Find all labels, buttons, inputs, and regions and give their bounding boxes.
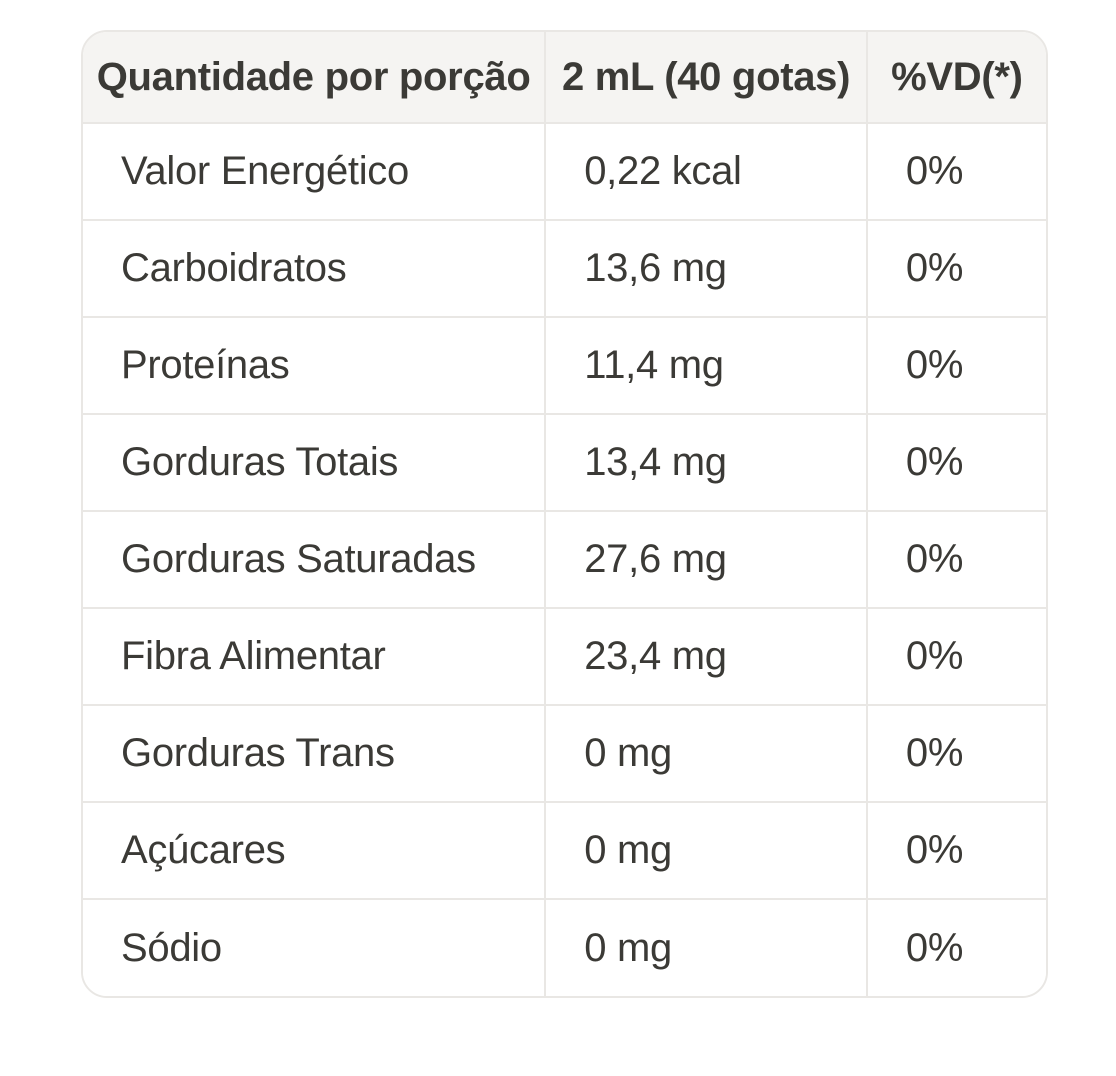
amount-cell: 0 mg — [545, 899, 868, 996]
table-row-proteinas: Proteínas 11,4 mg 0% — [83, 317, 1046, 415]
table-row-gorduras-totais: Gorduras Totais 13,4 mg 0% — [83, 414, 1046, 512]
header-row: Quantidade por porção 2 mL (40 gotas) %V… — [83, 32, 1046, 124]
nutrient-name-cell: Valor Energético — [83, 123, 547, 221]
column-header-porcao-2ml: 2 mL (40 gotas) — [545, 32, 868, 124]
table-row-acucares: Açúcares 0 mg 0% — [83, 802, 1046, 900]
nutrient-name-cell: Gorduras Totais — [83, 414, 547, 512]
table-row-valor-energetico: Valor Energético 0,22 kcal 0% — [83, 123, 1046, 221]
daily-value-cell: 0% — [866, 705, 1046, 803]
column-header-vd: %VD(*) — [866, 32, 1046, 124]
daily-value-cell: 0% — [866, 220, 1046, 318]
table-row-sodio: Sódio 0 mg 0% — [83, 899, 1046, 996]
nutrient-name-cell: Proteínas — [83, 317, 547, 415]
daily-value-cell: 0% — [866, 511, 1046, 609]
amount-cell: 23,4 mg — [545, 608, 868, 706]
nutrient-name-cell: Sódio — [83, 899, 547, 996]
nutrient-name-cell: Gorduras Saturadas — [83, 511, 547, 609]
nutrient-name-cell: Açúcares — [83, 802, 547, 900]
nutrient-name-cell: Fibra Alimentar — [83, 608, 547, 706]
daily-value-cell: 0% — [866, 608, 1046, 706]
amount-cell: 0,22 kcal — [545, 123, 868, 221]
daily-value-cell: 0% — [866, 317, 1046, 415]
amount-cell: 0 mg — [545, 705, 868, 803]
daily-value-cell: 0% — [866, 414, 1046, 512]
nutrition-table: Quantidade por porção 2 mL (40 gotas) %V… — [83, 32, 1046, 996]
amount-cell: 27,6 mg — [545, 511, 868, 609]
amount-cell: 13,6 mg — [545, 220, 868, 318]
column-header-quantidade-por-porcao: Quantidade por porção — [83, 32, 547, 124]
amount-cell: 13,4 mg — [545, 414, 868, 512]
table-row-gorduras-trans: Gorduras Trans 0 mg 0% — [83, 705, 1046, 803]
daily-value-cell: 0% — [866, 899, 1046, 996]
daily-value-cell: 0% — [866, 802, 1046, 900]
nutrient-name-cell: Carboidratos — [83, 220, 547, 318]
table-row-carboidratos: Carboidratos 13,6 mg 0% — [83, 220, 1046, 318]
daily-value-cell: 0% — [866, 123, 1046, 221]
table-row-fibra-alimentar: Fibra Alimentar 23,4 mg 0% — [83, 608, 1046, 706]
amount-cell: 11,4 mg — [545, 317, 868, 415]
table-row-gorduras-saturadas: Gorduras Saturadas 27,6 mg 0% — [83, 511, 1046, 609]
nutrient-name-cell: Gorduras Trans — [83, 705, 547, 803]
amount-cell: 0 mg — [545, 802, 868, 900]
nutrition-table-card: Quantidade por porção 2 mL (40 gotas) %V… — [81, 30, 1048, 998]
